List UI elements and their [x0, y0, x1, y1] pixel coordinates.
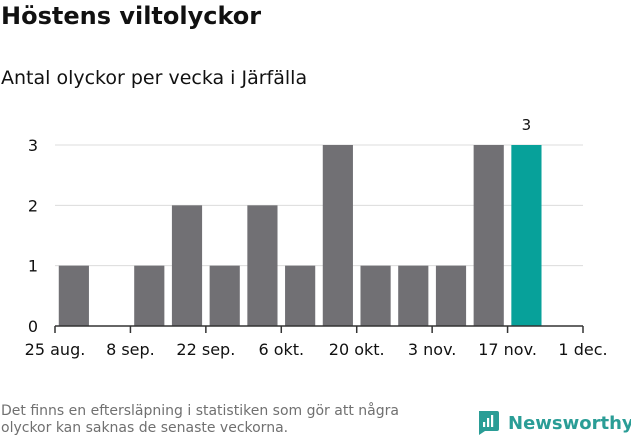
x-tick-label: 8 sep.: [106, 340, 155, 359]
y-tick-label: 1: [28, 257, 38, 276]
x-tick-label: 25 aug.: [25, 340, 86, 359]
x-tick-label: 6 okt.: [258, 340, 304, 359]
brand-name: Newsworthy: [508, 412, 631, 434]
bar: [247, 205, 278, 326]
bar: [435, 265, 467, 326]
y-tick-label: 3: [28, 136, 38, 155]
bar-chart: 0 1 2 3 3 25 aug. 8 sep. 22 sep. 6 okt. 20 okt. 3 …: [25, 116, 608, 359]
footnote: Det finns en eftersläpning i statistiken…: [1, 403, 399, 436]
bar: [322, 145, 353, 326]
chart-subtitle: Antal olyckor per vecka i Järfälla: [1, 67, 308, 89]
x-tick-label: 22 sep.: [176, 340, 235, 359]
bar: [209, 265, 240, 326]
x-tick-label: 3 nov.: [408, 340, 457, 359]
x-tick-label: 20 okt.: [329, 340, 385, 359]
y-tick-label: 0: [28, 317, 38, 336]
bar-highlight: [511, 145, 542, 326]
bar: [58, 265, 89, 326]
bar: [360, 265, 391, 326]
bar: [398, 265, 429, 326]
bar-value-label: 3: [522, 116, 532, 134]
bar: [134, 265, 165, 326]
bar: [171, 205, 203, 326]
y-tick-label: 2: [28, 196, 38, 215]
x-tick-label: 1 dec.: [558, 340, 607, 359]
bar: [473, 145, 504, 326]
newsworthy-logo-icon: [479, 411, 499, 435]
brand-logo: Newsworthy: [476, 408, 631, 438]
bar: [285, 265, 316, 326]
x-tick-label: 17 nov.: [478, 340, 537, 359]
chart-title: Höstens viltolyckor: [1, 2, 262, 30]
